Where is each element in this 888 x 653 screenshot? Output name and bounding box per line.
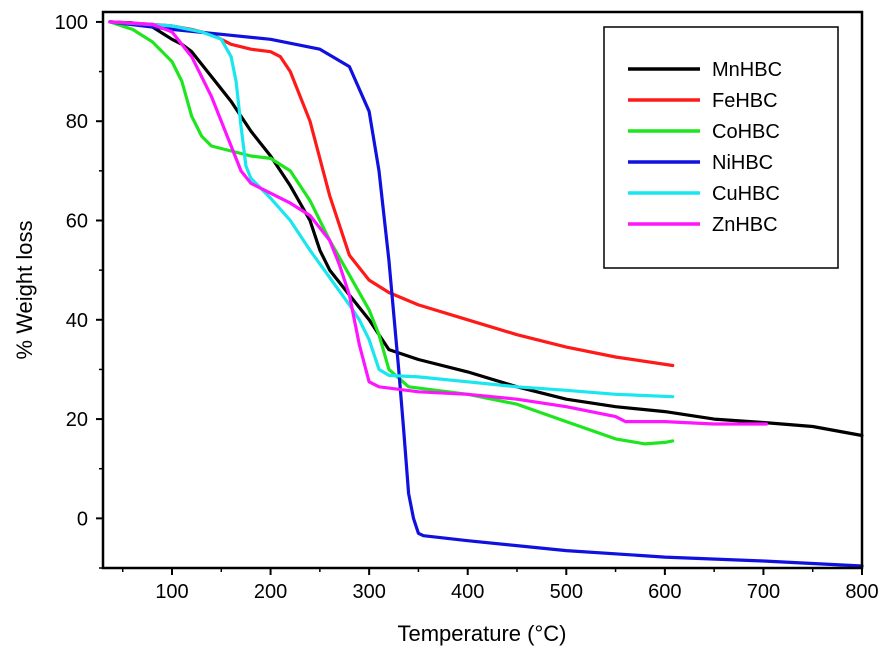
legend-label-ZnHBC: ZnHBC <box>712 214 778 236</box>
y-tick-label: 100 <box>55 12 88 34</box>
plot-frame <box>101 10 864 570</box>
series-line-CuHBC <box>108 20 675 399</box>
series-layer <box>108 20 864 568</box>
x-axis-unit: (°C) <box>527 621 566 646</box>
y-axis-title: % Weight loss <box>12 221 37 360</box>
series-line-CoHBC <box>108 20 675 446</box>
legend: MnHBC FeHBC CoHBC NiHBC CuHBC ZnHBC <box>603 26 839 269</box>
x-tick-label: 800 <box>845 581 878 603</box>
y-tick-label: 60 <box>66 211 88 233</box>
x-tick-label: 700 <box>747 581 780 603</box>
series-line-FeHBC <box>108 20 675 368</box>
series-line-NiHBC <box>108 20 864 568</box>
y-tick-label: 80 <box>66 111 88 133</box>
legend-label-CoHBC: CoHBC <box>712 121 780 143</box>
legend-box <box>603 26 839 269</box>
x-tick-label: 200 <box>254 581 287 603</box>
legend-label-FeHBC: FeHBC <box>712 90 778 112</box>
x-tick-label: 600 <box>648 581 681 603</box>
x-tick-label: 400 <box>451 581 484 603</box>
ticks-layer: 100 200 300 400 500 600 700 800 0 20 40 60 80 100 <box>55 12 879 603</box>
legend-items: MnHBC FeHBC CoHBC NiHBC CuHBC ZnHBC <box>628 59 782 236</box>
y-tick-label: 0 <box>77 508 88 530</box>
series-line-ZnHBC <box>108 20 769 426</box>
legend-label-MnHBC: MnHBC <box>712 59 782 81</box>
x-tick-label: 100 <box>155 581 188 603</box>
x-tick-label: 500 <box>550 581 583 603</box>
x-axis-title-text: Temperature <box>398 621 522 646</box>
y-tick-label: 20 <box>66 409 88 431</box>
x-tick-label: 300 <box>352 581 385 603</box>
y-tick-label: 40 <box>66 310 88 332</box>
legend-label-NiHBC: NiHBC <box>712 152 773 174</box>
legend-label-CuHBC: CuHBC <box>712 183 780 205</box>
x-axis-title: Temperature (°C) <box>398 621 567 646</box>
